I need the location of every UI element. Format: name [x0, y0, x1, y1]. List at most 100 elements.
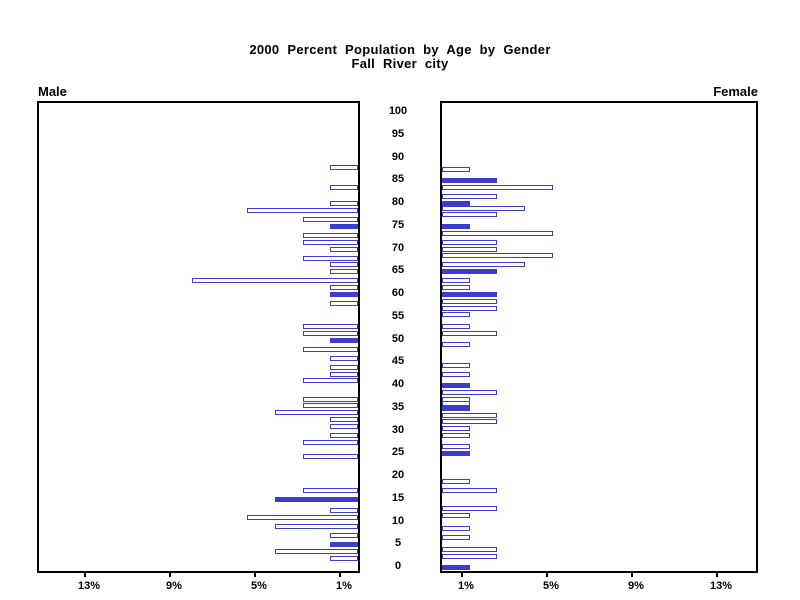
bar-female-age-2.5: [442, 554, 497, 559]
bar-male-age-5: [330, 542, 358, 547]
bar-female-age-40: [442, 383, 470, 388]
bar-male-age-35.5: [303, 403, 358, 408]
pct-tick-male-9: [169, 573, 171, 577]
bar-female-age-57: [442, 306, 497, 311]
age-tick-label-50: 50: [391, 333, 405, 345]
pct-tick-female-5: [546, 573, 548, 577]
age-tick-label-55: 55: [391, 310, 405, 322]
age-tick-label-5: 5: [394, 537, 402, 549]
bar-male-age-31: [330, 424, 358, 429]
female-panel-frame: [440, 101, 758, 573]
age-tick-label-65: 65: [391, 264, 405, 276]
age-tick-label-20: 20: [391, 469, 405, 481]
pct-tick-label-female-1: 1%: [458, 580, 474, 592]
bar-male-age-80: [330, 201, 358, 206]
age-tick-label-45: 45: [391, 355, 405, 367]
bar-male-age-65: [330, 269, 358, 274]
female-axis-label: Female: [713, 84, 758, 99]
pct-tick-label-female-9: 9%: [628, 580, 644, 592]
age-tick-label-90: 90: [391, 151, 405, 163]
bar-female-age-11.5: [442, 513, 470, 518]
age-tick-label-60: 60: [391, 287, 405, 299]
bar-male-age-2: [330, 556, 358, 561]
bar-female-age-61.5: [442, 285, 470, 290]
bar-male-age-3.5: [275, 549, 358, 554]
bar-female-age-6.5: [442, 535, 470, 540]
bar-female-age-85: [442, 178, 497, 183]
bar-female-age-36: [442, 401, 470, 406]
bar-male-age-11: [247, 515, 358, 520]
bar-male-age-71.5: [303, 240, 358, 245]
male-panel-frame: [37, 101, 360, 573]
pct-tick-label-male-1: 1%: [336, 580, 352, 592]
bar-male-age-53: [303, 324, 358, 329]
pct-tick-male-13: [84, 573, 86, 577]
age-tick-label-25: 25: [391, 446, 405, 458]
bar-female-age-29: [442, 433, 470, 438]
bar-male-age-17: [303, 488, 358, 493]
bar-female-age-81.5: [442, 194, 497, 199]
age-tick-label-75: 75: [391, 219, 405, 231]
pct-tick-female-1: [461, 573, 463, 577]
bar-male-age-12.5: [330, 508, 358, 513]
bar-male-age-61.5: [330, 285, 358, 290]
chart-subtitle: Fall River city: [351, 56, 449, 71]
bar-female-age-65: [442, 269, 497, 274]
bar-female-age-8.5: [442, 526, 470, 531]
bar-female-age-25: [442, 451, 470, 456]
bar-female-age-19: [442, 479, 470, 484]
bar-female-age-66.5: [442, 262, 525, 267]
bar-male-age-34: [275, 410, 358, 415]
bar-female-age-87.5: [442, 167, 470, 172]
age-tick-label-30: 30: [391, 424, 405, 436]
bar-female-age-53: [442, 324, 470, 329]
bar-female-age-80: [442, 201, 470, 206]
bar-male-age-44: [330, 365, 358, 370]
bar-female-age-35: [442, 406, 470, 411]
pct-tick-male-5: [254, 573, 256, 577]
bar-female-age-73.5: [442, 231, 553, 236]
bar-female-age-51.5: [442, 331, 497, 336]
age-tick-label-15: 15: [391, 492, 405, 504]
bar-male-age-60: [330, 292, 358, 297]
pct-tick-female-9: [631, 573, 633, 577]
bar-female-age-30.5: [442, 426, 470, 431]
age-tick-label-10: 10: [391, 515, 405, 527]
bar-male-age-32.5: [330, 417, 358, 422]
bar-female-age-49: [442, 342, 470, 347]
bar-female-age-68.5: [442, 253, 553, 258]
age-tick-label-35: 35: [391, 401, 405, 413]
bar-male-age-42.5: [330, 372, 358, 377]
bar-female-age-17: [442, 488, 497, 493]
male-axis-label: Male: [38, 84, 67, 99]
bar-male-age-70: [330, 247, 358, 252]
bar-male-age-78.5: [247, 208, 358, 213]
bar-female-age-32: [442, 419, 497, 424]
pct-tick-label-female-13: 13%: [709, 580, 733, 592]
bar-male-age-63: [192, 278, 358, 283]
age-tick-label-95: 95: [391, 128, 405, 140]
bar-male-age-66.5: [330, 262, 358, 267]
bar-male-age-29: [330, 433, 358, 438]
pct-tick-male-1: [339, 573, 341, 577]
bar-female-age-44.5: [442, 363, 470, 368]
age-tick-label-80: 80: [391, 196, 405, 208]
bar-male-age-41: [303, 378, 358, 383]
pct-tick-label-male-9: 9%: [166, 580, 182, 592]
age-tick-label-0: 0: [394, 560, 402, 572]
bar-female-age-70: [442, 247, 497, 252]
bar-female-age-75: [442, 224, 470, 229]
bar-male-age-27.5: [303, 440, 358, 445]
bar-male-age-7: [330, 533, 358, 538]
bar-male-age-68: [303, 256, 358, 261]
bar-female-age-33.5: [442, 413, 497, 418]
bar-male-age-83.5: [330, 185, 358, 190]
bar-male-age-58: [330, 301, 358, 306]
bar-male-age-88: [330, 165, 358, 170]
bar-female-age-63: [442, 278, 470, 283]
bar-female-age-71.5: [442, 240, 497, 245]
bar-female-age-42.5: [442, 372, 470, 377]
pct-tick-label-male-13: 13%: [77, 580, 101, 592]
age-tick-label-40: 40: [391, 378, 405, 390]
bar-female-age-83.5: [442, 185, 553, 190]
